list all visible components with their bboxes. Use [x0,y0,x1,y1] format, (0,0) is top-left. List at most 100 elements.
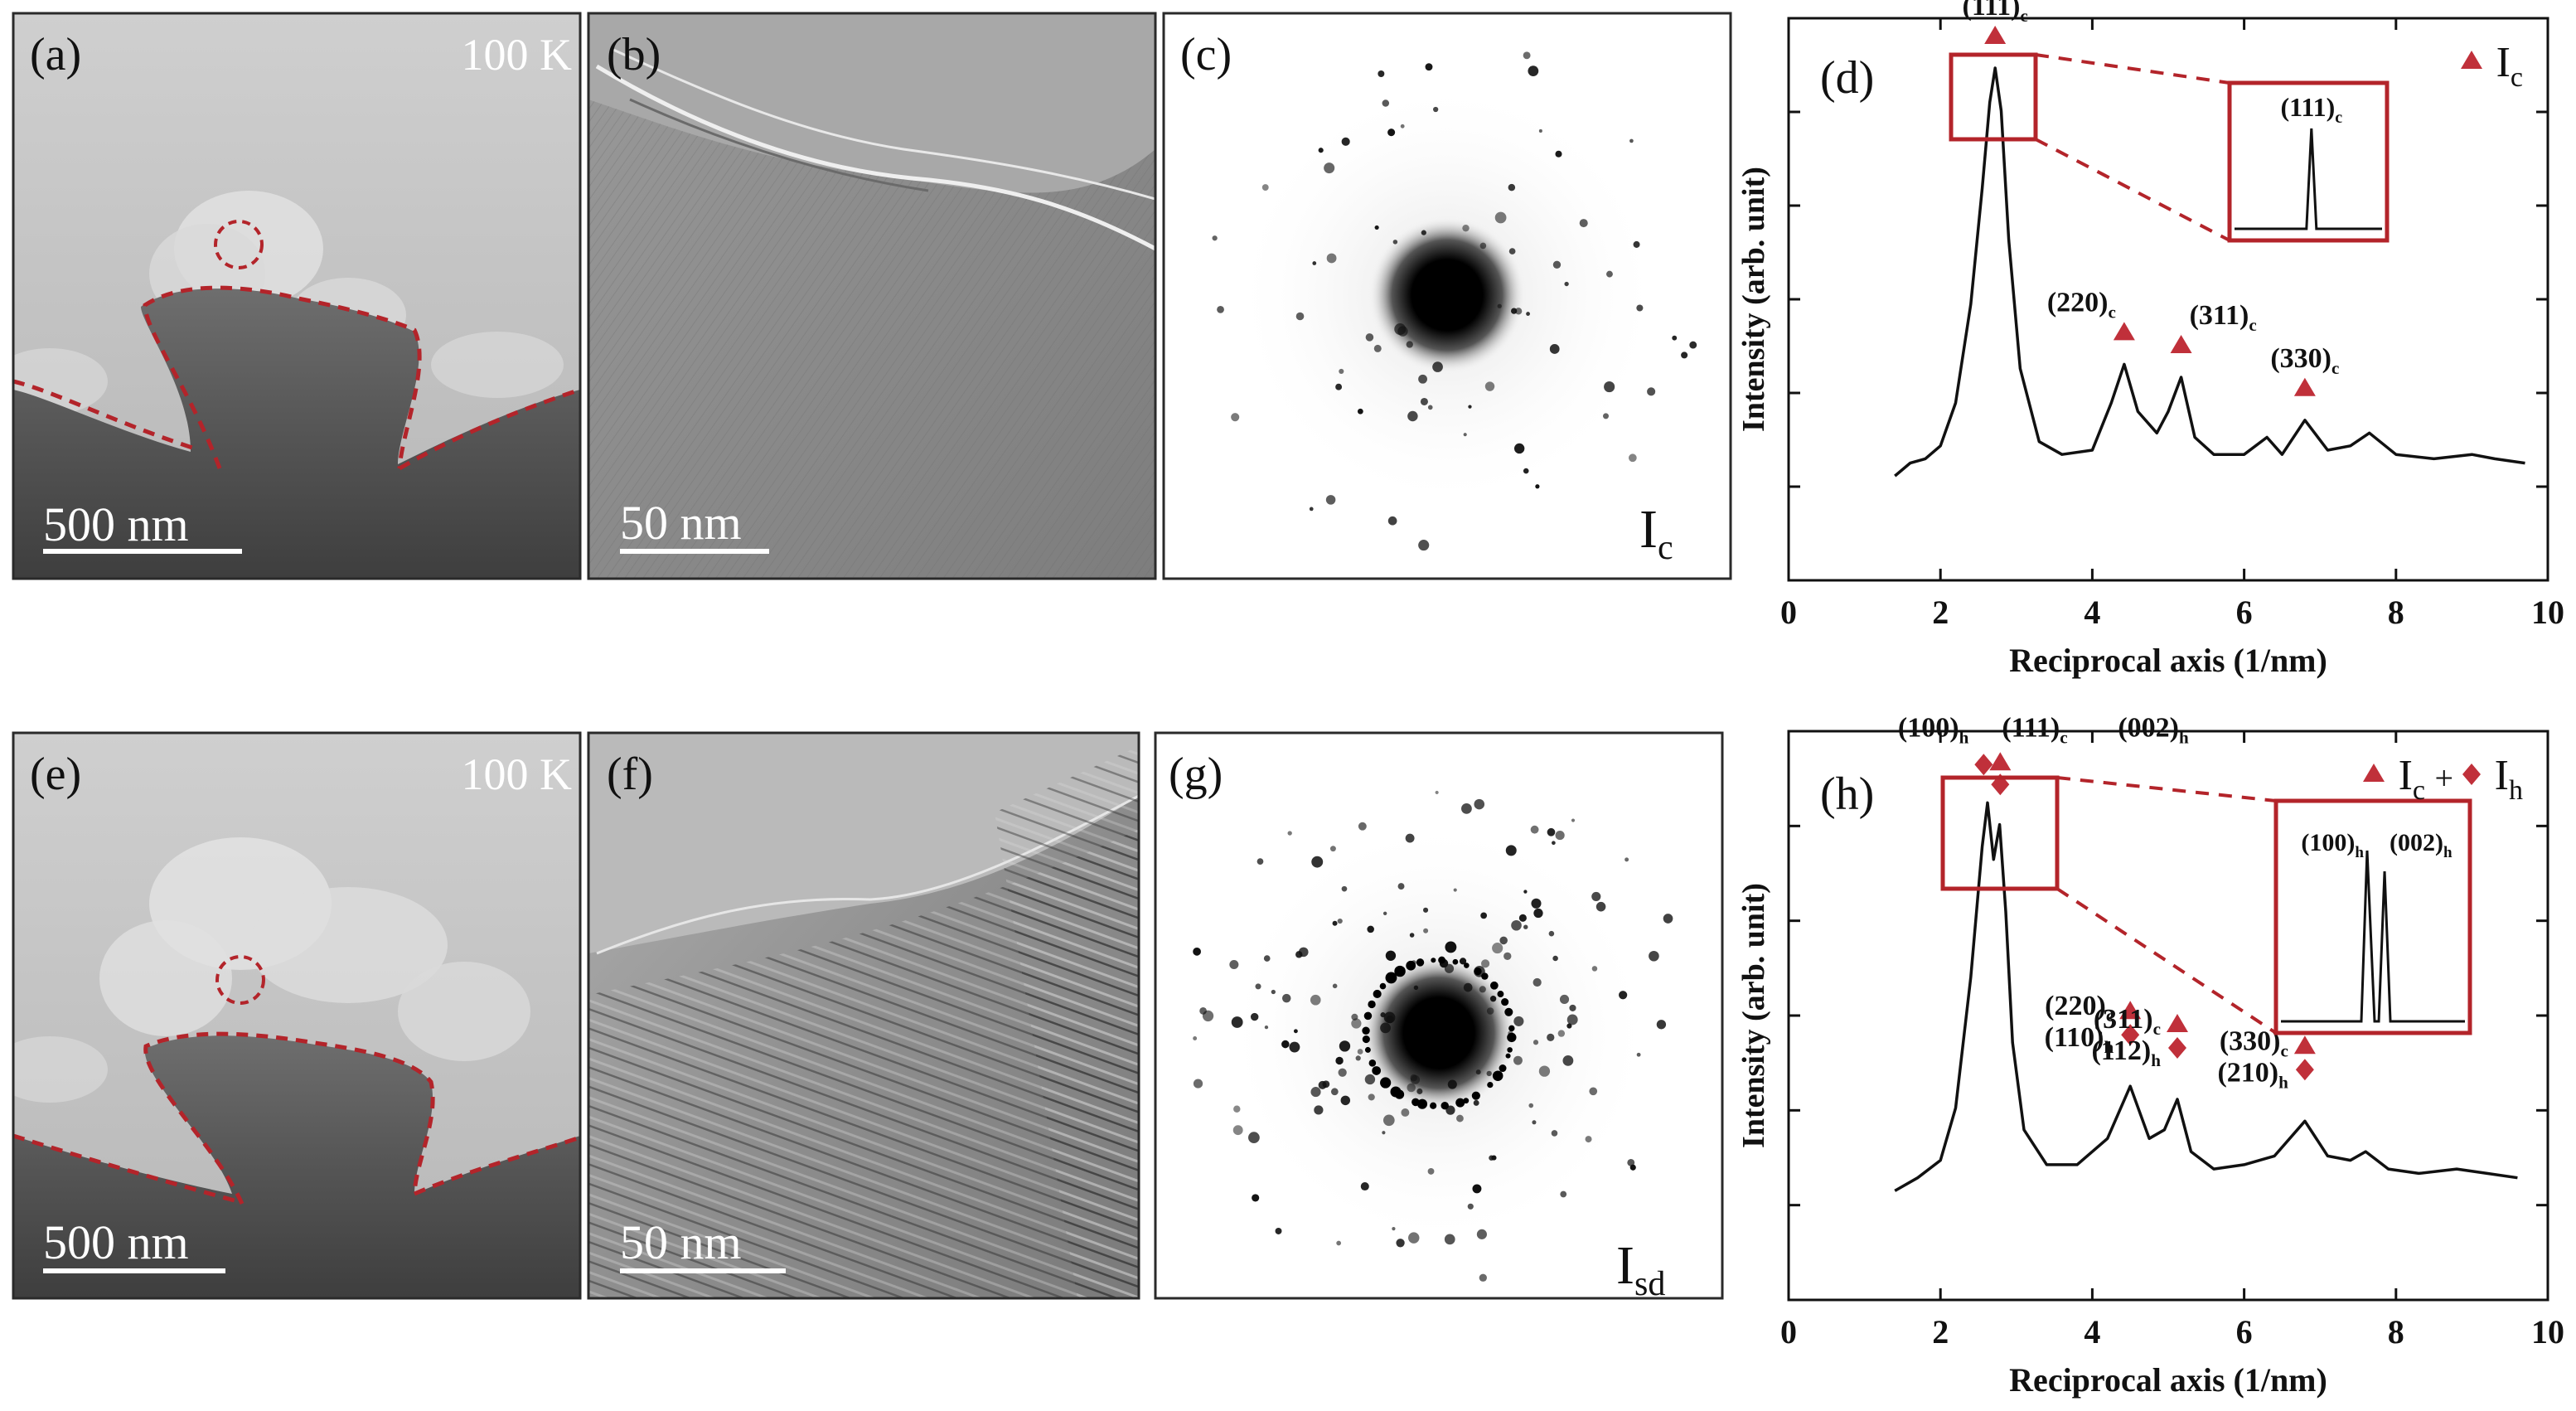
diffraction-spot [1628,453,1637,463]
diffraction-spot [1552,955,1558,962]
diffraction-spot [1329,846,1336,852]
peak-label: (110)h [2045,1022,2114,1057]
diffraction-spot [1548,930,1555,937]
diffraction-spot [1633,240,1640,248]
diffraction-spot [1310,1087,1321,1098]
diffraction-spot [1555,830,1565,841]
diffraction-spot [1199,1007,1207,1015]
diffraction-spot [1491,1155,1497,1161]
diffraction-spot [1261,184,1269,191]
y-axis-label: Intensity (arb. unit) [1736,883,1771,1148]
diffraction-spot [1463,982,1473,992]
diamond-marker [2295,1059,2314,1081]
diffraction-spot [1410,1074,1417,1082]
panel-g [1155,733,1722,1298]
diffraction-spot [1505,845,1517,856]
diffraction-spot [1535,484,1540,489]
diffraction-ring-spot [1430,1102,1437,1109]
diamond-marker [2167,1036,2186,1059]
legend-plus: + [2434,759,2453,797]
diffraction-spot [1368,1093,1375,1101]
x-tick-label: 6 [2236,594,2253,631]
panel-f-scalebar [620,1268,786,1273]
diffraction-spot [1322,1080,1330,1089]
diffraction-spot [1339,368,1344,374]
diffraction-spot [1538,1065,1551,1077]
diffraction-spot [1418,374,1427,384]
x-tick-label: 8 [2388,1313,2404,1350]
inset-peaks [2281,850,2465,1023]
diffraction-spot [1252,1194,1260,1202]
triangle-marker [2166,1013,2188,1032]
diffraction-spot [1355,1055,1361,1061]
diffraction-spot [1358,822,1367,831]
diffraction-spot [1569,1004,1576,1011]
diffraction-spot [1287,831,1292,836]
diffraction-spot [1400,124,1405,128]
diffraction-spot [1336,1240,1342,1246]
x-axis-label: Reciprocal axis (1/nm) [2009,642,2327,679]
diffraction-spot [1625,857,1629,862]
diffraction-spot [1406,341,1413,348]
diffraction-spot [1481,959,1490,968]
diffraction-ring-spot [1362,1026,1370,1035]
diffraction-ring-spot [1501,998,1509,1006]
panel-g-frame [1154,731,1724,1300]
panel-a-scalebar-label: 500 nm [43,497,189,551]
diffraction-spot [1383,1011,1396,1024]
diffraction-spot [1392,240,1398,245]
diffraction-ring-spot [1373,989,1382,998]
diffraction-spot [1479,242,1487,250]
diffraction-spot [1374,225,1379,230]
series-line [1894,66,2525,478]
diffraction-spot [1405,833,1415,843]
diffraction-spot [1357,1049,1363,1055]
diffraction-spot [1689,341,1697,349]
diffraction-ring-spot [1379,982,1387,990]
inset-label: (100)h [2301,829,2364,861]
peak-label: (311)c [2094,1004,2161,1039]
panel-b-scalebar [620,549,769,554]
triangle-marker [2170,334,2192,353]
peak-label: (111)c [1963,0,2028,26]
panel-c-frame [1162,12,1732,580]
diffraction-spot [1263,955,1271,962]
diffraction-spot [1462,224,1470,232]
diffraction-spot [1566,1014,1578,1026]
diffraction-spot [1476,1229,1488,1239]
diffraction-spot [1627,1158,1635,1166]
diffraction-spot [1341,137,1350,146]
diffraction-spot [1528,1103,1534,1108]
x-tick-label: 4 [2084,594,2100,631]
diffraction-ring-spot [1385,972,1397,984]
diffraction-spot [1324,162,1335,174]
diffraction-spot [1530,825,1539,834]
plot-frame [1787,17,2549,582]
diffraction-spot [1528,65,1539,77]
diffraction-spot [1523,890,1528,894]
diffraction-spot [1407,410,1418,422]
diffraction-spot [1416,1088,1423,1094]
panel-e-scalebar-label: 500 nm [43,1215,189,1269]
diffraction-spot [1229,959,1239,969]
diffraction-spot [1564,281,1569,287]
diffraction-spot [1531,898,1542,909]
panel-a-scalebar [43,549,242,554]
panel-d-letter: (d) [1820,52,1874,104]
legend-diamond-marker [2462,764,2481,785]
diffraction-spot [1473,1099,1479,1106]
diffraction-ring-spot [1481,972,1489,980]
panel-f-scalebar-label: 50 nm [620,1215,742,1269]
panel-a [13,13,580,579]
diffraction-ring-spot [1411,1098,1420,1107]
diffraction-spot [1472,1184,1482,1194]
diffraction-spot [1604,381,1615,393]
diffraction-spot [1636,1052,1641,1057]
x-tick-label: 2 [1932,1313,1949,1350]
diffraction-spot [1396,1239,1405,1248]
diffraction-ring-spot [1416,1098,1428,1109]
diffraction-spot [1397,326,1408,337]
diffraction-spot [1392,1227,1396,1231]
x-tick-label: 8 [2388,594,2404,631]
diffraction-spot [1557,1030,1566,1037]
